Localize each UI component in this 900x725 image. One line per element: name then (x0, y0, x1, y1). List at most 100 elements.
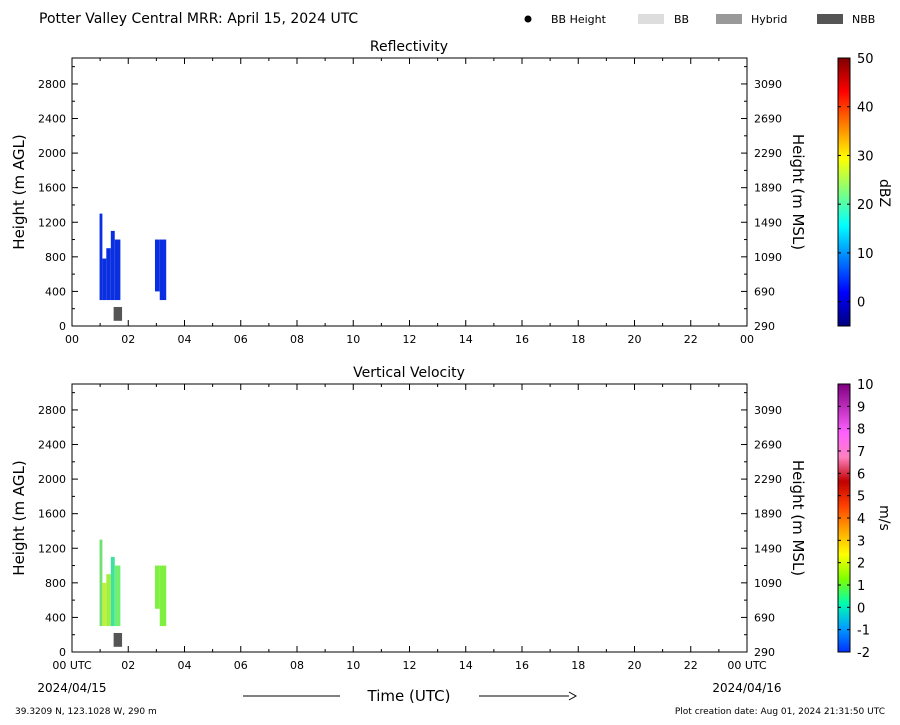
colorbar-tick-label-9: 7 (857, 445, 865, 460)
velocity-colorbar: -2 -1 0 1 2 3 4 5 6 7 8 9 10 (837, 378, 874, 661)
x-tick-label-1: 02 (121, 659, 135, 672)
colorbar-tick-label-1: -1 (857, 624, 870, 639)
echo-column-2 (106, 574, 111, 627)
station-location: 39.3209 N, 123.1028 W, 290 m (15, 707, 157, 717)
x-tick-label-0: 00 UTC (52, 659, 92, 672)
x-tick-label-12: 00 UTC (727, 659, 767, 672)
y-right-tick-label-4: 1890 (754, 508, 782, 521)
colorbar-bar (837, 57, 851, 327)
y-right-tick-label-5: 2290 (754, 473, 782, 486)
colorbar-tick-label-10: 8 (857, 423, 865, 438)
y-right-tick-label-6: 2690 (754, 439, 782, 452)
echo-column-4 (114, 565, 121, 627)
y-tick-label-5: 2000 (38, 473, 66, 486)
colorbar-tick-label-4: 40 (857, 101, 874, 116)
y-right-tick-label-1: 690 (754, 285, 775, 298)
y-tick-label-3: 1200 (38, 216, 66, 229)
legend-swatch-hybrid (716, 14, 742, 24)
colorbar-tick-label-8: 6 (857, 467, 865, 482)
x-tick-label-0: 00 (65, 333, 79, 346)
colorbar-tick-label-2: 0 (857, 601, 865, 616)
y-tick-label-1: 400 (45, 285, 66, 298)
colorbar-tick-label-3: 30 (857, 149, 874, 164)
velocity-colorbar-label: m/s (876, 505, 892, 531)
colorbar-tick-label-6: 4 (857, 512, 865, 527)
y-tick-label-6: 2400 (38, 439, 66, 452)
x-tick-label-7: 14 (459, 659, 473, 672)
reflectivity-y-label: Height (m AGL) (10, 134, 28, 249)
x-tick-label-10: 20 (628, 333, 642, 346)
y-right-tick-label-3: 1490 (754, 216, 782, 229)
echo-column-5 (154, 565, 160, 609)
legend-label-bb: BB (674, 13, 689, 26)
x-tick-label-6: 12 (403, 333, 417, 346)
x-tick-label-5: 10 (346, 659, 360, 672)
colorbar-tick-label-2: 20 (857, 198, 874, 213)
echo-column-5 (154, 239, 160, 292)
x-tick-label-1: 02 (121, 333, 135, 346)
x-tick-label-4: 08 (290, 659, 304, 672)
echo-column-2 (106, 248, 111, 301)
colorbar-tick-label-11: 9 (857, 400, 865, 415)
x-tick-label-3: 06 (234, 333, 248, 346)
echo-column-3 (110, 230, 115, 301)
colorbar-tick-label-12: 10 (857, 378, 874, 393)
y-right-tick-label-4: 1890 (754, 182, 782, 195)
figure-title: Potter Valley Central MRR: April 15, 202… (39, 11, 358, 27)
y-tick-label-5: 2000 (38, 147, 66, 160)
y-tick-label-4: 1600 (38, 508, 66, 521)
x-tick-label-10: 20 (628, 659, 642, 672)
colorbar-tick-label-5: 3 (857, 534, 865, 549)
x-tick-label-4: 08 (290, 333, 304, 346)
velocity-axes: 00 UTC 02 04 06 08 10 12 14 16 18 20 22 00 UTC040080… (38, 384, 782, 672)
y-tick-label-4: 1600 (38, 182, 66, 195)
x-tick-label-5: 10 (346, 333, 360, 346)
bb-mark-nbb-0 (113, 632, 123, 647)
x-tick-label-11: 22 (684, 333, 698, 346)
colorbar-tick-label-3: 1 (857, 579, 865, 594)
echo-column-3 (110, 556, 115, 627)
x-tick-label-11: 22 (684, 659, 698, 672)
y-tick-label-0: 0 (59, 320, 66, 333)
y-tick-label-3: 1200 (38, 542, 66, 555)
x-tick-label-6: 12 (403, 659, 417, 672)
y-tick-label-7: 2800 (38, 78, 66, 91)
reflectivity-panel: Reflectivity 00 02 04 06 08 10 12 14 16 18 20 22 000… (10, 39, 892, 346)
y-tick-label-6: 2400 (38, 113, 66, 126)
start-date-label: 2024/04/15 (37, 681, 106, 695)
y-right-tick-label-7: 3090 (754, 404, 782, 417)
colorbar-tick-label-4: 2 (857, 557, 865, 572)
velocity-echoes (99, 539, 167, 647)
plot-creation-date: Plot creation date: Aug 01, 2024 21:31:5… (675, 707, 885, 717)
echo-column-1 (102, 258, 107, 301)
colorbar-tick-label-0: -2 (857, 646, 870, 661)
reflectivity-colorbar: 0 10 20 30 40 50 (837, 52, 874, 327)
y-tick-label-0: 0 (59, 646, 66, 659)
legend-label-bb-height: BB Height (551, 13, 607, 26)
time-arrow-head-icon (568, 691, 578, 701)
legend-swatch-nbb (817, 14, 843, 24)
y-right-tick-label-2: 1090 (754, 251, 782, 264)
colorbar-tick-label-1: 10 (857, 247, 874, 262)
velocity-y-label: Height (m AGL) (10, 460, 28, 575)
x-tick-label-12: 00 (740, 333, 754, 346)
x-tick-label-2: 04 (178, 333, 192, 346)
legend-label-nbb: NBB (852, 13, 875, 26)
legend-swatch-bb (638, 14, 664, 24)
echo-column-0 (99, 539, 103, 627)
y-right-tick-label-0: 290 (754, 320, 775, 333)
y-right-tick-label-0: 290 (754, 646, 775, 659)
reflectivity-y-label-right: Height (m MSL) (789, 134, 807, 250)
echo-column-4 (114, 239, 121, 301)
colorbar-tick-label-7: 5 (857, 490, 865, 505)
colorbar-tick-label-0: 0 (857, 296, 865, 311)
y-right-tick-label-1: 690 (754, 611, 775, 624)
y-tick-label-2: 800 (45, 251, 66, 264)
x-tick-label-3: 06 (234, 659, 248, 672)
y-right-tick-label-5: 2290 (754, 147, 782, 160)
y-tick-label-1: 400 (45, 611, 66, 624)
y-right-tick-label-2: 1090 (754, 577, 782, 590)
x-tick-label-9: 18 (571, 333, 585, 346)
bb-height-dot-icon (524, 15, 532, 23)
x-tick-label-2: 04 (178, 659, 192, 672)
